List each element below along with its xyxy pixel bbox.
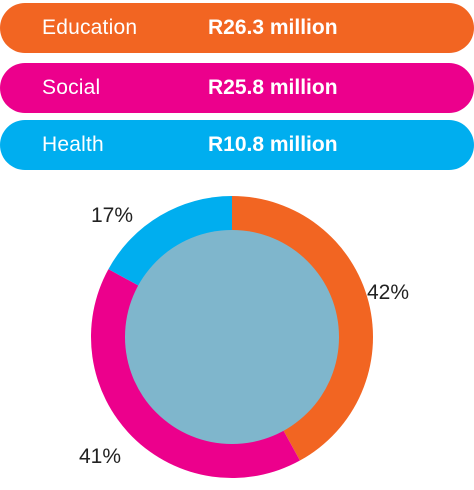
education-row: Education R26.3 million — [0, 3, 474, 53]
pct-label-education: 42% — [367, 281, 409, 304]
health-row: Health R10.8 million — [0, 120, 474, 170]
health-label: Health — [42, 133, 104, 156]
health-amount: R10.8 million — [208, 133, 338, 156]
education-amount: R26.3 million — [208, 16, 338, 39]
social-label: Social — [42, 76, 101, 99]
education-label: Education — [42, 16, 138, 39]
donut-center — [125, 230, 339, 444]
social-amount: R25.8 million — [208, 76, 338, 99]
social-row: Social R25.8 million — [0, 63, 474, 113]
pct-label-health: 17% — [91, 204, 133, 227]
donut-labels: 42% 41% 17% — [79, 204, 409, 468]
pct-label-social: 41% — [79, 445, 121, 468]
